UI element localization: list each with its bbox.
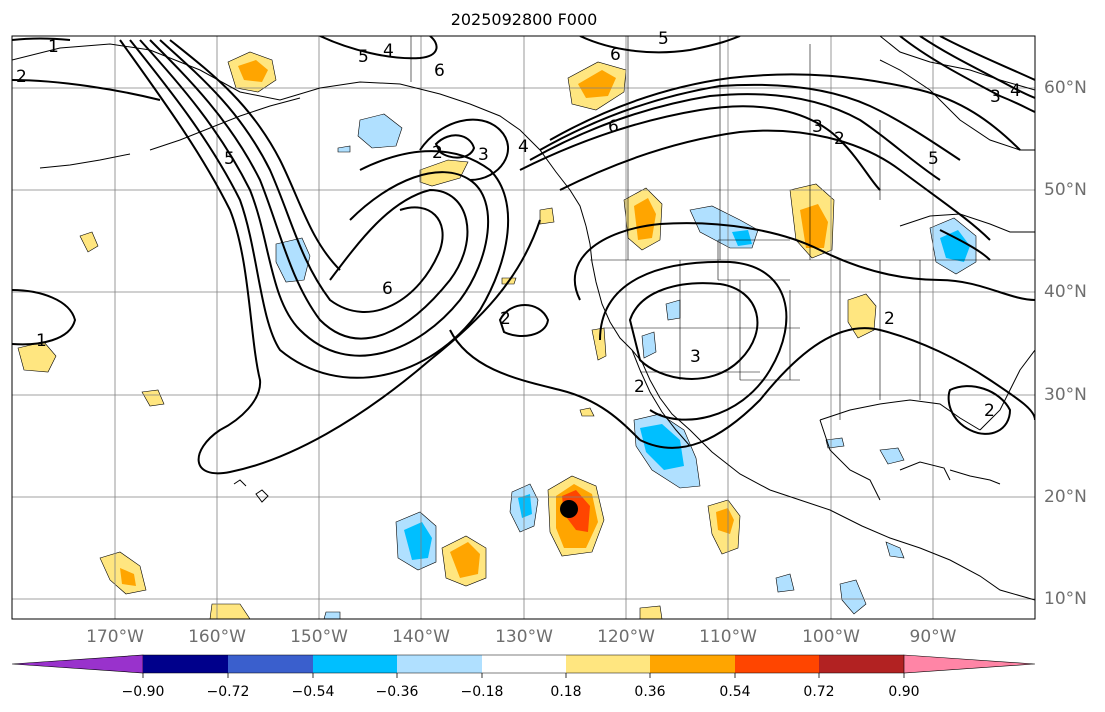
contour-label: 3 — [812, 117, 823, 137]
contour-label: 6 — [608, 117, 619, 137]
colorbar-tick-label: 0.72 — [803, 684, 835, 700]
colorbar-swatch — [228, 655, 313, 673]
contour-label: 4 — [1010, 81, 1021, 101]
graticule — [12, 36, 1035, 619]
colorbar-swatch — [735, 655, 819, 673]
contour-label: 6 — [434, 61, 445, 81]
contour-lines — [12, 36, 1035, 475]
colorbar-swatch — [397, 655, 482, 673]
lon-label: 130°W — [495, 627, 553, 647]
lat-label: 50°N — [1044, 180, 1087, 200]
lon-label: 160°W — [188, 627, 246, 647]
contour-label: 3 — [690, 347, 701, 367]
colorbar-over-arrow — [903, 654, 1036, 674]
colorbar-swatch — [482, 655, 566, 673]
lon-label: 150°W — [290, 627, 348, 647]
contour-label: 2 — [984, 401, 995, 421]
lat-label: 40°N — [1044, 282, 1087, 302]
colorbar-swatch — [650, 655, 735, 673]
lon-label: 110°W — [699, 627, 757, 647]
map-title: 2025092800 F000 — [450, 10, 598, 29]
lon-label: 90°W — [909, 627, 957, 647]
lat-label: 60°N — [1044, 78, 1087, 98]
contour-label: 5 — [358, 47, 369, 67]
colorbar — [11, 654, 1036, 678]
contour-label: 2 — [16, 67, 27, 87]
lon-label: 100°W — [802, 627, 860, 647]
contour-label: 2 — [500, 309, 511, 329]
contour-label: 5 — [658, 29, 669, 49]
colorbar-tick-label: −0.18 — [460, 684, 504, 700]
contour-label-group: 1 2 4 5 6 6 6 5 3 2 2 3 4 5 6 3 2 2 1 2 … — [16, 29, 1021, 421]
lat-label: 30°N — [1044, 385, 1087, 405]
colorbar-tick-label: −0.72 — [206, 684, 250, 700]
contour-label: 5 — [224, 149, 235, 169]
contour-label: 6 — [610, 45, 621, 65]
lat-label: 20°N — [1044, 487, 1087, 507]
contour-label: 3 — [478, 145, 489, 165]
colorbar-tick-label: 0.54 — [719, 684, 751, 700]
contour-label: 1 — [36, 331, 47, 351]
political-borders — [410, 36, 1035, 420]
colorbar-tick-label: 0.18 — [550, 684, 582, 700]
colorbar-swatch — [143, 655, 228, 673]
colorbar-swatch — [313, 655, 397, 673]
contour-label: 5 — [928, 149, 939, 169]
storm-marker — [560, 500, 578, 518]
contour-label: 2 — [834, 129, 845, 149]
map-frame — [11, 35, 1036, 620]
contour-label: 6 — [382, 279, 393, 299]
colorbar-tick-label: 0.36 — [634, 684, 666, 700]
contour-label: 4 — [518, 137, 529, 157]
lon-label: 120°W — [597, 627, 655, 647]
contour-label: 2 — [634, 377, 645, 397]
colorbar-tick-label: −0.54 — [291, 684, 335, 700]
lon-label: 140°W — [392, 627, 450, 647]
colorbar-tick-label: −0.90 — [121, 684, 165, 700]
lon-label: 170°W — [86, 627, 144, 647]
colorbar-swatch — [819, 655, 904, 673]
contour-label: 2 — [884, 309, 895, 329]
colorbar-swatch — [566, 655, 650, 673]
contour-label: 1 — [48, 37, 59, 57]
contour-label: 2 — [432, 143, 443, 163]
map-area — [12, 36, 1035, 619]
colorbar-tick-label: −0.36 — [375, 684, 419, 700]
contour-label: 3 — [990, 87, 1001, 107]
colorbar-tick-label: 0.90 — [888, 684, 920, 700]
lat-label: 10°N — [1044, 589, 1087, 609]
contour-label: 4 — [383, 41, 394, 61]
colorbar-under-arrow — [11, 654, 144, 674]
